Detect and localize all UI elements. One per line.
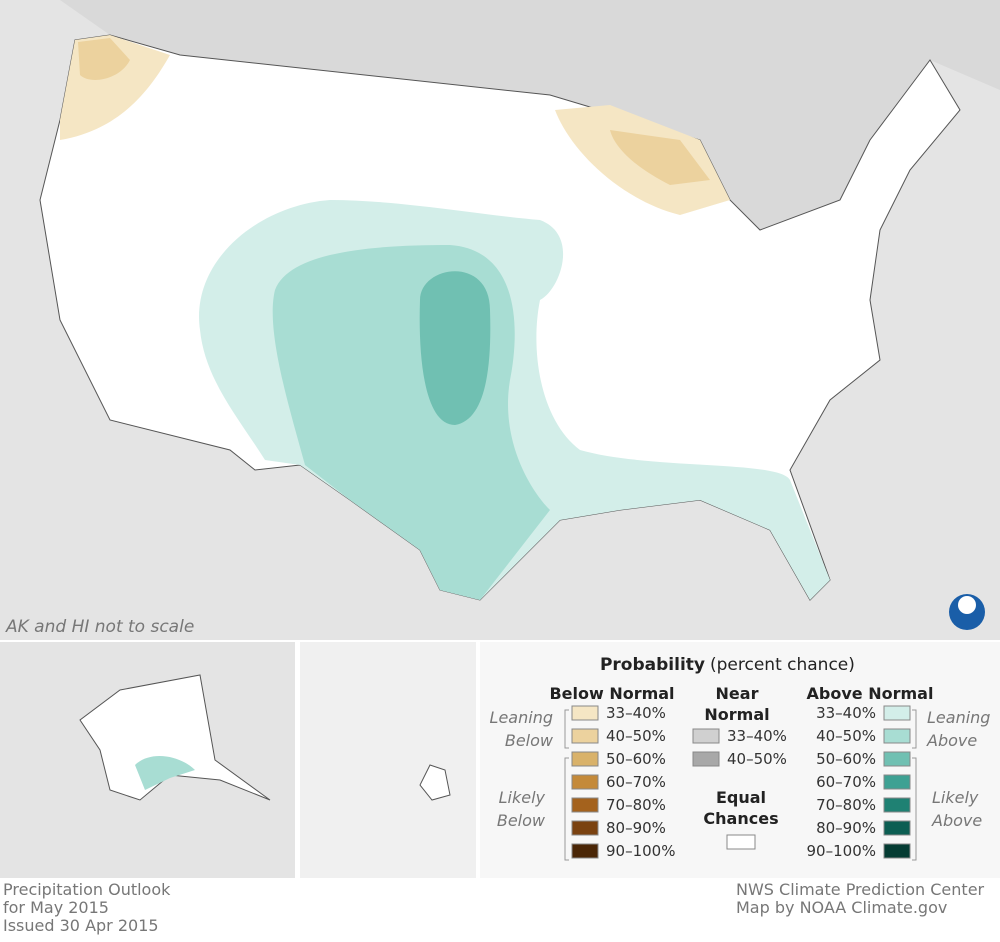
range-label: 60–70% [816, 773, 876, 791]
noaa-logo-inner [958, 596, 976, 614]
range-label: 90–100% [807, 842, 876, 860]
likely-label: Likely [932, 788, 979, 807]
swatch [726, 834, 756, 850]
equal-heading: Equal [716, 788, 766, 807]
footer-right: NWS Climate Prediction Center [736, 880, 985, 899]
above-50-60-region [419, 271, 491, 425]
footer-right: Map by NOAA Climate.gov [736, 898, 947, 917]
bracket [564, 757, 569, 861]
equal-heading: Chances [703, 809, 778, 828]
swatch [571, 820, 599, 836]
likely-label: Below [497, 811, 546, 830]
swatch [883, 843, 911, 859]
swatch [571, 797, 599, 813]
swatch [883, 751, 911, 767]
swatch [883, 728, 911, 744]
swatch [571, 774, 599, 790]
swatch [883, 797, 911, 813]
leaning-label: Leaning [927, 708, 990, 727]
range-label: 50–60% [816, 750, 876, 768]
likely-label: Above [931, 811, 982, 830]
leaning-label: Leaning [490, 708, 553, 727]
hawaii-panel [300, 642, 476, 878]
footer-left: Issued 30 Apr 2015 [3, 916, 159, 935]
footer-left: for May 2015 [3, 898, 109, 917]
likely-label: Likely [499, 788, 546, 807]
legend: Probability (percent chance)Below Normal3… [490, 655, 990, 861]
swatch [883, 774, 911, 790]
swatch [883, 820, 911, 836]
bracket [912, 709, 917, 749]
swatch [571, 728, 599, 744]
range-label: 40–50% [606, 727, 666, 745]
range-label: 60–70% [606, 773, 666, 791]
bracket [564, 709, 569, 749]
bracket [912, 757, 917, 861]
below-heading: Below Normal [549, 684, 674, 703]
footer-left: Precipitation Outlook [3, 880, 171, 899]
near-heading: Normal [704, 705, 769, 724]
above-heading: Above Normal [807, 684, 934, 703]
below-40-50-mi [610, 130, 710, 185]
range-label: 80–90% [606, 819, 666, 837]
leaning-label: Above [926, 731, 977, 750]
below-40-50-nw [78, 38, 130, 80]
map-note: AK and HI not to scale [5, 617, 194, 637]
swatch [571, 705, 599, 721]
legend-subtitle: (percent chance) [710, 655, 855, 675]
swatch [571, 843, 599, 859]
canada [0, 0, 1000, 230]
range-label: 40–50% [816, 727, 876, 745]
swatch [571, 751, 599, 767]
near-heading: Near [716, 684, 759, 703]
hawaii [419, 764, 451, 801]
legend-title: Probability [600, 655, 705, 675]
range-label: 40–50% [727, 750, 787, 768]
range-label: 33–40% [606, 704, 666, 722]
range-label: 80–90% [816, 819, 876, 837]
range-label: 70–80% [606, 796, 666, 814]
leaning-label: Below [505, 731, 554, 750]
swatch [883, 705, 911, 721]
range-label: 50–60% [606, 750, 666, 768]
swatch [692, 751, 720, 767]
range-label: 90–100% [606, 842, 675, 860]
swatch [692, 728, 720, 744]
range-label: 33–40% [816, 704, 876, 722]
range-label: 70–80% [816, 796, 876, 814]
alaska-above-region [135, 755, 195, 790]
range-label: 33–40% [727, 727, 787, 745]
